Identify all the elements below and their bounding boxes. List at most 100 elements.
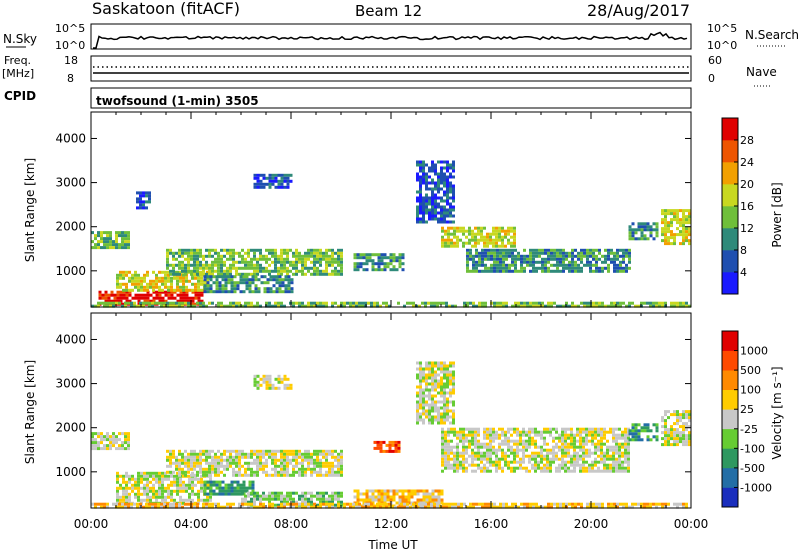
power-echo-cell bbox=[395, 256, 399, 260]
velocity-echo-cell bbox=[537, 454, 540, 458]
velocity-echo-cell bbox=[567, 466, 570, 470]
velocity-echo-cell bbox=[618, 436, 621, 440]
power-echo-cell bbox=[688, 215, 691, 219]
power-echo-cell bbox=[116, 290, 120, 294]
power-echo-cell bbox=[571, 257, 574, 261]
velocity-echo-cell bbox=[501, 469, 504, 473]
velocity-echo-cell bbox=[94, 444, 97, 448]
velocity-echo-cell bbox=[606, 463, 609, 467]
velocity-echo-cell bbox=[501, 427, 504, 431]
velocity-echo-cell bbox=[145, 505, 148, 509]
velocity-echo-cell bbox=[200, 480, 203, 484]
power-echo-cell bbox=[472, 301, 475, 305]
velocity-echo-cell bbox=[441, 463, 444, 467]
power-echo-cell bbox=[664, 212, 667, 216]
power-echo-cell bbox=[277, 182, 281, 186]
power-echo-cell bbox=[244, 263, 247, 267]
power-echo-cell bbox=[194, 296, 198, 300]
power-echo-cell bbox=[191, 288, 194, 292]
velocity-echo-cell bbox=[504, 442, 507, 446]
power-echo-cell bbox=[257, 278, 261, 282]
power-echo-cell bbox=[94, 246, 97, 250]
velocity-echo-cell bbox=[462, 436, 465, 440]
velocity-echo-cell bbox=[676, 443, 679, 447]
power-echo-cell bbox=[148, 197, 151, 201]
velocity-echo-cell bbox=[465, 457, 468, 461]
velocity-echo-cell bbox=[253, 470, 256, 474]
velocity-echo-cell bbox=[588, 466, 591, 470]
velocity-echo-cell bbox=[549, 433, 552, 437]
power-echo-cell bbox=[673, 239, 676, 243]
velocity-echo-cell bbox=[440, 421, 443, 425]
power-echo-cell bbox=[206, 287, 210, 291]
velocity-echo-cell bbox=[115, 435, 118, 439]
velocity-echo-cell bbox=[513, 466, 516, 470]
velocity-echo-cell bbox=[612, 469, 615, 473]
velocity-echo-cell bbox=[176, 489, 179, 493]
velocity-echo-cell bbox=[203, 483, 207, 487]
velocity-echo-cell bbox=[612, 460, 615, 464]
power-echo-cell bbox=[290, 290, 294, 294]
power-echo-cell bbox=[637, 222, 641, 226]
velocity-echo-cell bbox=[280, 497, 283, 501]
power-echo-cell bbox=[272, 284, 276, 288]
power-echo-cell bbox=[253, 257, 256, 261]
velocity-echo-cell bbox=[292, 491, 295, 495]
power-echo-cell bbox=[238, 301, 241, 305]
power-echo-cell bbox=[454, 304, 457, 308]
velocity-echo-cell bbox=[292, 455, 295, 459]
power-echo-cell bbox=[181, 266, 184, 270]
power-echo-cell bbox=[477, 241, 480, 245]
power-echo-cell bbox=[334, 251, 337, 255]
power-echo-cell bbox=[493, 263, 496, 267]
velocity-echo-cell bbox=[440, 492, 444, 496]
power-echo-cell bbox=[577, 304, 580, 308]
power-echo-cell bbox=[182, 290, 186, 294]
power-echo-cell bbox=[682, 215, 685, 219]
velocity-echo-cell bbox=[340, 470, 343, 474]
velocity-echo-cell bbox=[570, 430, 573, 434]
power-echo-cell bbox=[268, 248, 271, 252]
velocity-echo-cell bbox=[163, 505, 166, 509]
velocity-echo-cell bbox=[652, 502, 655, 506]
velocity-echo-cell bbox=[428, 382, 431, 386]
velocity-echo-cell bbox=[452, 373, 455, 377]
velocity-echo-cell bbox=[501, 451, 504, 455]
velocity-echo-cell bbox=[130, 505, 133, 509]
velocity-echo-cell bbox=[688, 425, 691, 429]
velocity-echo-cell bbox=[558, 436, 561, 440]
power-echo-cell bbox=[266, 278, 270, 282]
velocity-echo-cell bbox=[655, 505, 658, 509]
power-echo-cell bbox=[238, 304, 241, 308]
power-echo-cell bbox=[217, 269, 220, 273]
power-echo-cell bbox=[172, 301, 175, 305]
power-echo-cell bbox=[595, 304, 598, 308]
velocity-echo-cell bbox=[118, 438, 121, 442]
power-echo-cell bbox=[301, 269, 304, 273]
power-echo-cell bbox=[310, 266, 313, 270]
power-echo-cell bbox=[325, 266, 328, 270]
velocity-echo-cell bbox=[337, 467, 340, 471]
velocity-echo-cell bbox=[166, 502, 169, 506]
power-echo-cell bbox=[492, 226, 495, 230]
power-echo-cell bbox=[571, 251, 574, 255]
power-echo-cell bbox=[440, 199, 443, 203]
power-echo-cell bbox=[134, 279, 137, 283]
velocity-echo-cell bbox=[673, 440, 676, 444]
velocity-ytick-label: 4000 bbox=[55, 332, 86, 346]
velocity-echo-cell bbox=[618, 451, 621, 455]
velocity-echo-cell bbox=[615, 463, 618, 467]
velocity-echo-cell bbox=[422, 394, 425, 398]
power-echo-cell bbox=[253, 304, 256, 308]
power-echo-cell bbox=[209, 284, 213, 288]
power-echo-cell bbox=[313, 251, 316, 255]
power-echo-cell bbox=[437, 202, 440, 206]
power-echo-cell bbox=[416, 190, 419, 194]
velocity-echo-cell bbox=[217, 470, 220, 474]
power-echo-cell bbox=[456, 229, 459, 233]
velocity-echo-cell bbox=[682, 437, 685, 441]
power-echo-cell bbox=[137, 296, 141, 300]
power-echo-cell bbox=[598, 248, 601, 252]
power-echo-cell bbox=[538, 304, 541, 308]
power-echo-cell bbox=[152, 270, 155, 274]
